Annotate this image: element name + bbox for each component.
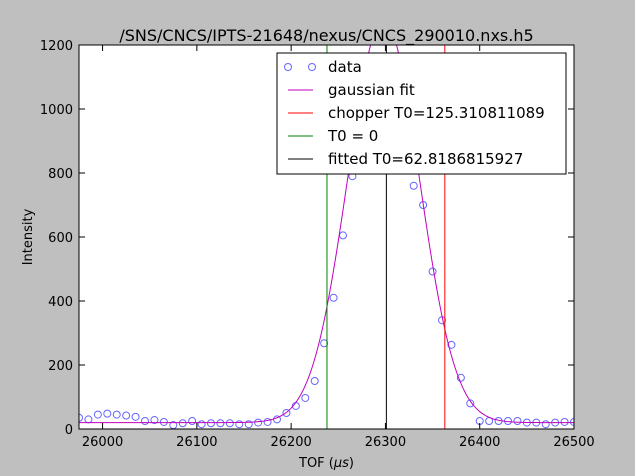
data-point (244, 420, 253, 429)
data-point (263, 417, 272, 426)
data-point (560, 417, 569, 426)
x-tick-label: 26300 (365, 435, 406, 450)
legend-entry: fitted T0=62.8186815927 (288, 150, 523, 168)
data-point (207, 419, 215, 428)
data-point (329, 293, 338, 302)
legend-label: gaussian fit (328, 81, 415, 99)
y-tick-label: 0 (65, 423, 73, 438)
data-point (188, 417, 197, 425)
legend-entry: gaussian fit (288, 81, 415, 99)
y-tick-label: 1200 (40, 39, 73, 54)
legend-label: T0 = 0 (327, 127, 378, 145)
legend-entry: T0 = 0 (288, 127, 378, 145)
data-point (282, 409, 291, 417)
data-point (103, 409, 112, 418)
legend: data gaussian fit chopper T0=125.310811089… (276, 52, 567, 175)
y-tick-label: 800 (48, 167, 73, 182)
legend-marker (308, 63, 316, 71)
data-point (122, 411, 131, 420)
legend-label: fitted T0=62.8186815927 (328, 150, 523, 168)
chart-title: /SNS/CNCS/IPTS-21648/nexus/CNCS_290010.n… (119, 26, 533, 46)
data-point (159, 417, 168, 426)
data-point (141, 417, 149, 425)
data-point (225, 419, 234, 428)
legend-marker (284, 63, 292, 71)
data-point (456, 373, 465, 382)
x-tick-label: 26000 (82, 435, 123, 450)
legend-label: data (328, 58, 362, 76)
x-tick-label: 26100 (176, 435, 217, 450)
legend-box (276, 52, 567, 175)
data-point (320, 339, 329, 348)
y-tick-label: 1000 (40, 103, 73, 118)
legend-entry: data (284, 58, 362, 76)
x-tick-label: 26400 (459, 435, 500, 450)
data-point (447, 340, 456, 349)
data-point (79, 413, 83, 422)
data-point (570, 417, 574, 426)
data-point (216, 419, 225, 428)
data-point (301, 393, 310, 402)
data-point (112, 410, 121, 419)
x-tick-label: 26500 (553, 435, 594, 450)
ticks-layer: 26000 26100 26200 26300 26400 26500 0 200 400 600… (40, 39, 595, 450)
y-tick-label: 600 (48, 231, 73, 246)
legend-label: chopper T0=125.310811089 (328, 104, 545, 122)
data-point (93, 410, 102, 419)
data-point (310, 377, 319, 385)
data-point (197, 420, 206, 429)
y-tick-label: 200 (48, 359, 73, 374)
x-axis-label: TOF (μs) (298, 456, 354, 471)
y-tick-label: 400 (48, 295, 73, 310)
data-point (131, 412, 140, 421)
data-point (409, 181, 418, 190)
data-point (428, 267, 437, 276)
legend-entry: chopper T0=125.310811089 (288, 104, 545, 122)
data-point (466, 399, 475, 408)
data-point (178, 419, 187, 428)
data-point (150, 416, 159, 425)
data-point (513, 417, 522, 425)
data-point (541, 420, 550, 429)
data-point (254, 418, 263, 427)
y-axis-label: Intensity (21, 208, 36, 265)
x-tick-label: 26200 (270, 435, 311, 450)
data-point (235, 420, 244, 429)
